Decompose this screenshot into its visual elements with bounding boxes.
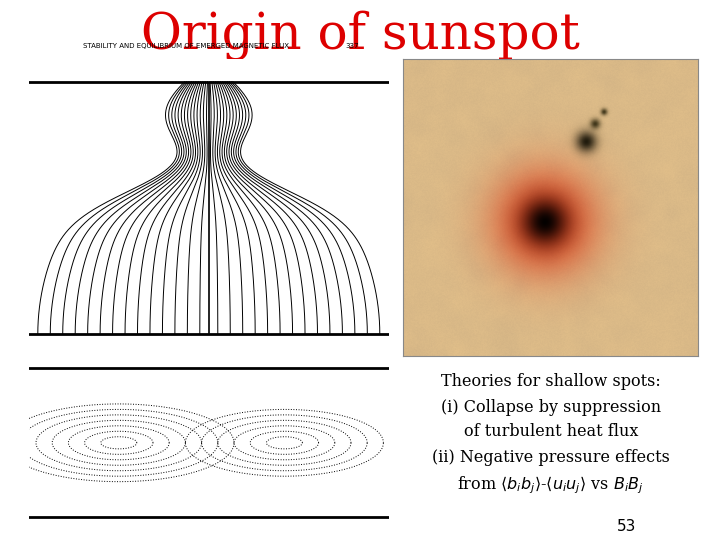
Text: (ii) Negative pressure effects: (ii) Negative pressure effects	[432, 449, 670, 466]
Text: of turbulent heat flux: of turbulent heat flux	[464, 423, 638, 440]
Text: Origin of sunspot: Origin of sunspot	[140, 10, 580, 60]
Text: from $\langle b_i b_j \rangle$-$\langle u_i u_j \rangle$ vs $B_i B_j$: from $\langle b_i b_j \rangle$-$\langle …	[457, 474, 644, 496]
Text: 53: 53	[617, 519, 636, 534]
Text: STABILITY AND EQUILIBRIUM OF EMERGED MAGNETIC FLUX: STABILITY AND EQUILIBRIUM OF EMERGED MAG…	[83, 43, 289, 49]
Text: Theories for shallow spots:: Theories for shallow spots:	[441, 373, 661, 390]
Text: 337: 337	[346, 43, 359, 49]
Text: (i) Collapse by suppression: (i) Collapse by suppression	[441, 399, 661, 416]
